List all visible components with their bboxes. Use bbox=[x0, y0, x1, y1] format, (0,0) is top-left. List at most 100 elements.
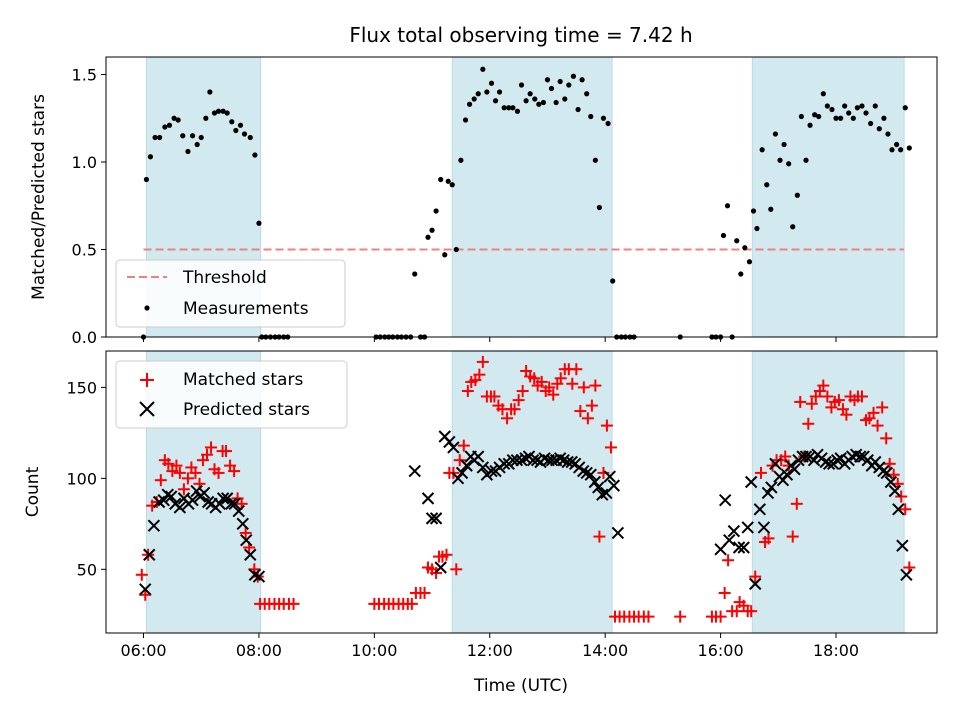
predicted-star-point bbox=[252, 570, 266, 583]
measurement-point bbox=[458, 157, 464, 163]
predicted-star-point bbox=[443, 435, 456, 449]
measurement-point bbox=[824, 103, 830, 109]
predicted-star-point bbox=[485, 464, 498, 478]
predicted-star-point bbox=[854, 450, 867, 463]
measurement-point bbox=[203, 115, 209, 121]
ratio-panel-y-label: Matched/Predicted stars bbox=[29, 94, 49, 300]
measurement-point bbox=[488, 80, 495, 86]
predicted-star-point bbox=[753, 503, 767, 516]
predicted-star-point bbox=[197, 486, 211, 500]
measurement-point bbox=[540, 99, 547, 106]
measurement-point bbox=[846, 110, 852, 116]
measurement-point bbox=[894, 141, 900, 148]
measurement-point bbox=[842, 103, 848, 109]
measurement-point bbox=[872, 103, 878, 109]
matched-star-point bbox=[476, 355, 489, 368]
measurement-point bbox=[247, 134, 253, 141]
measurement-point bbox=[889, 147, 895, 153]
measurement-point bbox=[532, 96, 538, 102]
measurement-point bbox=[738, 271, 744, 277]
matched-star-point bbox=[600, 419, 613, 432]
matched-star-point bbox=[790, 497, 803, 510]
measurement-point bbox=[885, 131, 891, 137]
measurement-point bbox=[449, 182, 455, 188]
matched-star-point bbox=[535, 375, 548, 388]
predicted-star-point bbox=[732, 541, 746, 554]
matched-star-point bbox=[714, 610, 727, 623]
measurements-legend-label: Measurements bbox=[183, 299, 309, 319]
matched-star-point bbox=[880, 432, 893, 445]
predicted-star-point bbox=[408, 464, 421, 478]
measurement-point bbox=[544, 77, 551, 83]
predicted-star-point bbox=[884, 475, 898, 489]
predicted-star-point bbox=[749, 577, 762, 591]
matched-star-point bbox=[574, 405, 587, 418]
predicted-star-point bbox=[228, 497, 241, 511]
measurement-point bbox=[433, 208, 439, 214]
predicted-star-point bbox=[830, 453, 844, 467]
predicted-star-point bbox=[472, 450, 485, 463]
measurement-point bbox=[527, 91, 533, 97]
measurement-point bbox=[224, 110, 230, 116]
measurement-point bbox=[798, 113, 804, 120]
measurement-point bbox=[794, 192, 800, 198]
matched-star-point bbox=[418, 586, 431, 599]
predicted-star-point bbox=[596, 488, 609, 501]
measurement-point bbox=[812, 112, 818, 118]
predicted-star-point bbox=[236, 517, 249, 531]
measurement-point bbox=[772, 131, 779, 137]
predicted-stars-points bbox=[139, 430, 913, 596]
measurement-point bbox=[492, 98, 499, 104]
predicted-star-point bbox=[780, 468, 794, 481]
ratio-panel-frame bbox=[105, 56, 938, 338]
predicted-star-point bbox=[244, 548, 257, 561]
measurement-point bbox=[152, 134, 158, 141]
matched-star-point bbox=[162, 457, 175, 470]
predicted-star-point bbox=[530, 453, 544, 467]
ratio-panel-y-ticks: 0.0 0.5 1.0 1.5 bbox=[72, 66, 106, 347]
matched-star-point bbox=[566, 377, 579, 390]
predicted-star-point bbox=[822, 457, 836, 471]
matched-star-point bbox=[228, 465, 241, 478]
measurement-point bbox=[462, 117, 469, 123]
ratio-panel-x-ticks bbox=[143, 337, 837, 342]
measurement-point bbox=[143, 176, 149, 183]
matched-star-point bbox=[794, 395, 807, 408]
predicted-star-point bbox=[476, 461, 490, 474]
predicted-star-point bbox=[201, 495, 215, 509]
measurement-point bbox=[868, 120, 874, 127]
measurement-point bbox=[816, 113, 822, 120]
matched-star-point bbox=[855, 390, 868, 403]
predicted-star-point bbox=[147, 519, 161, 532]
matched-star-point bbox=[488, 390, 501, 403]
predicted-star-point bbox=[577, 464, 590, 478]
measurement-point bbox=[496, 89, 503, 95]
measurement-point bbox=[566, 82, 572, 88]
measurement-point bbox=[575, 106, 581, 113]
predicted-star-point bbox=[861, 453, 874, 467]
predicted-star-point bbox=[157, 493, 170, 507]
measurement-point bbox=[898, 147, 904, 153]
predicted-star-point bbox=[611, 526, 625, 540]
matched-star-point bbox=[798, 450, 811, 463]
matched-star-point bbox=[782, 459, 795, 472]
predicted-star-point bbox=[526, 453, 540, 467]
predicted-star-point bbox=[807, 453, 821, 467]
matched-star-point bbox=[749, 570, 762, 583]
measurement-point bbox=[510, 105, 516, 111]
measurement-point bbox=[484, 89, 490, 95]
predicted-star-point bbox=[788, 463, 801, 476]
matched-star-point bbox=[154, 474, 167, 487]
predicted-star-point bbox=[561, 455, 574, 469]
measurement-point bbox=[553, 99, 559, 106]
measurement-point bbox=[724, 203, 731, 209]
matched-star-point bbox=[547, 388, 560, 401]
measurement-point bbox=[475, 91, 481, 97]
measurement-point bbox=[838, 115, 844, 121]
matched-star-point bbox=[589, 379, 602, 392]
matched-star-point bbox=[821, 390, 834, 403]
measurement-point bbox=[820, 91, 826, 97]
measurement-point bbox=[803, 157, 809, 163]
matched-star-point bbox=[440, 548, 453, 561]
y-tick-label: 1.5 bbox=[72, 66, 97, 85]
